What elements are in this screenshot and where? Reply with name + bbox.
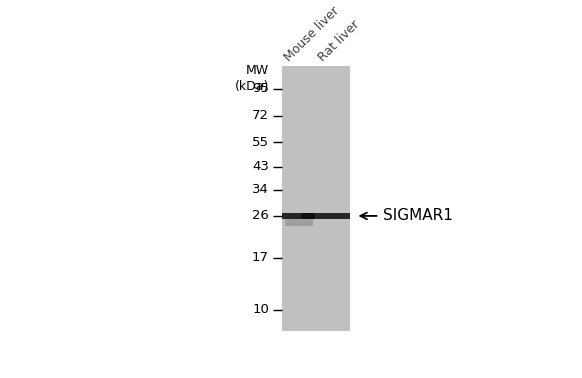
Text: MW
(kDa): MW (kDa) bbox=[235, 64, 269, 93]
Text: 17: 17 bbox=[252, 251, 269, 264]
Text: 72: 72 bbox=[252, 109, 269, 122]
Text: 55: 55 bbox=[252, 136, 269, 149]
Text: 43: 43 bbox=[252, 160, 269, 173]
Text: Rat liver: Rat liver bbox=[315, 18, 362, 64]
Text: 26: 26 bbox=[252, 209, 269, 222]
Bar bbox=[285, 219, 314, 226]
Bar bbox=[282, 213, 350, 219]
Bar bbox=[301, 213, 315, 219]
Text: 34: 34 bbox=[252, 183, 269, 196]
Text: SIGMAR1: SIGMAR1 bbox=[383, 208, 453, 223]
Text: Mouse liver: Mouse liver bbox=[282, 5, 342, 64]
Text: 95: 95 bbox=[252, 82, 269, 95]
Bar bbox=[282, 66, 350, 331]
Text: 10: 10 bbox=[252, 303, 269, 316]
